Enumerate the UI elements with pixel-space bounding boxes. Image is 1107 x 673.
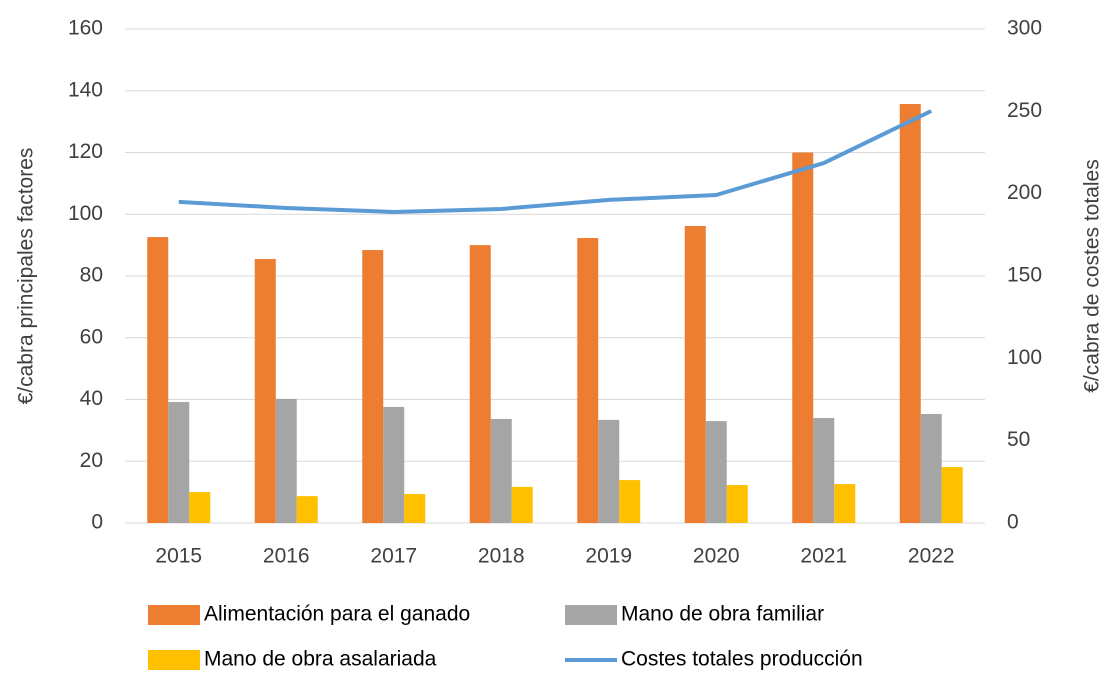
legend-label: Mano de obra familiar — [621, 603, 824, 626]
x-tick-label: 2015 — [155, 545, 202, 568]
y-tick-label: 100 — [68, 202, 103, 225]
y2-axis-title: €/cabra de costes totales — [1081, 159, 1104, 392]
legend-swatch — [148, 605, 200, 625]
legend-label: Alimentación para el ganado — [204, 603, 470, 626]
legend-swatch — [565, 605, 617, 625]
bar — [899, 104, 921, 524]
y-tick-label: 40 — [80, 387, 103, 410]
x-tick-label: 2021 — [800, 545, 847, 568]
bar — [383, 406, 405, 523]
y-tick-label: 140 — [68, 78, 103, 101]
y-tick-label: 120 — [68, 140, 103, 163]
bar — [511, 486, 533, 523]
bar — [834, 484, 856, 523]
bar — [598, 419, 620, 523]
y-tick-label: 0 — [91, 511, 103, 534]
x-tick-label: 2017 — [370, 545, 417, 568]
bar — [792, 152, 814, 523]
y-tick-label: 60 — [80, 325, 103, 348]
x-tick-label: 2016 — [263, 545, 310, 568]
bar — [275, 398, 297, 523]
y-axis-title: €/cabra principales factores — [15, 148, 38, 405]
y-tick-label: 20 — [80, 449, 103, 472]
bar — [147, 237, 169, 523]
bar — [813, 418, 835, 523]
bar — [168, 401, 190, 523]
y2-tick-label: 200 — [1007, 181, 1042, 204]
y2-tick-label: 300 — [1007, 17, 1042, 40]
y2-tick-label: 250 — [1007, 99, 1042, 122]
y2-tick-label: 150 — [1007, 264, 1042, 287]
bar — [469, 245, 491, 523]
bar — [619, 480, 641, 523]
bar — [189, 492, 211, 523]
x-tick-label: 2022 — [908, 545, 955, 568]
y-tick-label: 160 — [68, 17, 103, 40]
y2-tick-label: 50 — [1007, 428, 1030, 451]
y-tick-label: 80 — [80, 264, 103, 287]
bar — [920, 414, 942, 523]
bar — [941, 467, 963, 523]
bar — [254, 259, 276, 523]
x-tick-label: 2018 — [478, 545, 525, 568]
y2-tick-label: 100 — [1007, 346, 1042, 369]
bar — [490, 418, 512, 523]
legend-label: Mano de obra asalariada — [204, 648, 437, 671]
bar — [404, 493, 426, 523]
bar — [705, 421, 727, 523]
bar — [684, 225, 706, 524]
legend-label: Costes totales producción — [621, 648, 863, 671]
bar — [296, 496, 318, 523]
bar — [362, 250, 384, 523]
x-tick-label: 2020 — [693, 545, 740, 568]
legend-swatch — [148, 650, 200, 670]
line — [178, 109, 933, 214]
bar — [577, 238, 599, 523]
x-tick-label: 2019 — [585, 545, 632, 568]
bar — [726, 485, 748, 523]
y2-tick-label: 0 — [1007, 511, 1019, 534]
